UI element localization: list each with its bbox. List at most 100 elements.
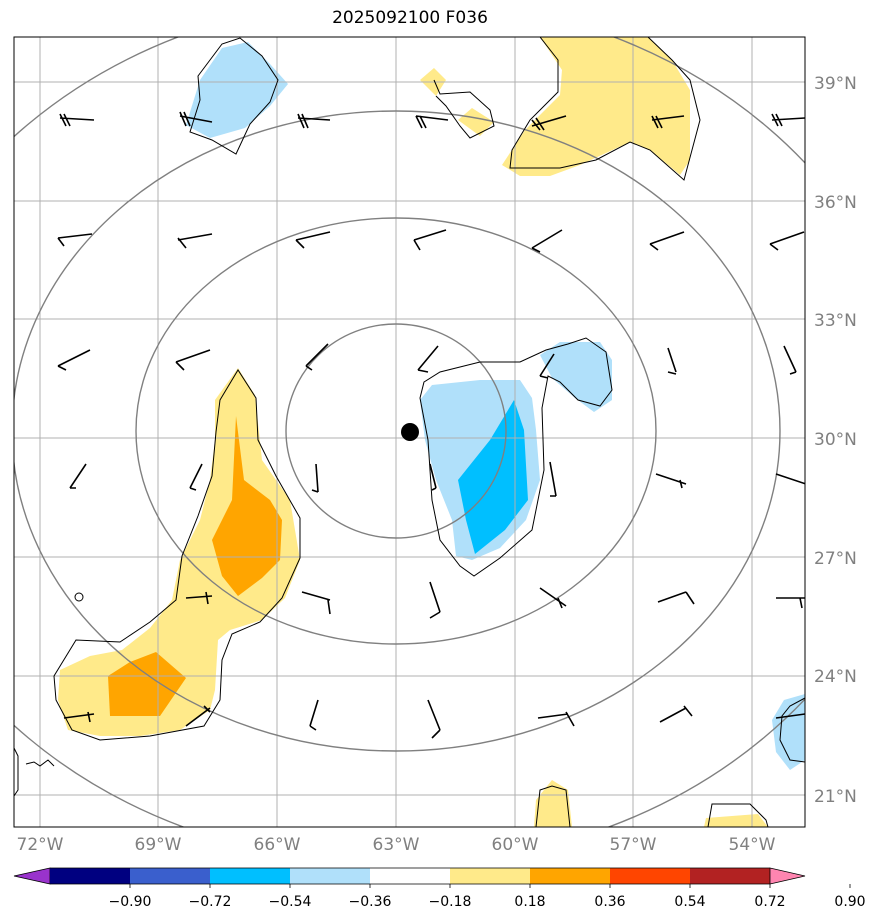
colorbar-segment: [210, 868, 290, 884]
latitude-labels: 21°N 24°N 27°N 30°N 33°N 36°N 39°N: [814, 74, 857, 807]
contour-line-small-north: [433, 79, 495, 139]
contour-line-east-edge: [779, 697, 805, 763]
range-ring-1: [285, 323, 507, 539]
wind-barb: [301, 591, 331, 615]
colorbar: −0.90 −0.72 −0.54 −0.36 −0.18 0.18 0.36 0.54 0.7…: [13, 867, 866, 910]
contour-line-north: [189, 37, 279, 155]
lat-label-30: 30°N: [814, 430, 857, 450]
wind-barb: [63, 711, 95, 723]
wind-barb: [311, 463, 319, 493]
lat-label-27: 27°N: [814, 549, 857, 569]
wind-barb: [655, 473, 687, 489]
colorbar-tick-label: −0.54: [269, 894, 312, 910]
small-island-marker: [74, 592, 84, 602]
lon-label-63w: 63°W: [373, 835, 420, 855]
wind-barb: [549, 461, 557, 497]
wind-barb: [177, 233, 213, 249]
colorbar-segment: [130, 868, 210, 884]
wind-barb: [415, 115, 449, 129]
wind-barb: [775, 713, 805, 719]
wind-barb: [657, 591, 695, 605]
wind-barb: [429, 581, 441, 619]
colorbar-segment: [450, 868, 530, 884]
wind-barb: [57, 349, 91, 371]
wind-barb: [309, 699, 319, 731]
colorbar-tick-label: 0.18: [514, 894, 545, 910]
colorbar-tick-label: 0.72: [754, 894, 785, 910]
lat-label-21: 21°N: [814, 787, 857, 807]
colorbar-tick-label: −0.18: [429, 894, 472, 910]
map-title: 2025092100 F036: [332, 8, 488, 28]
wind-barb: [651, 115, 685, 129]
wind-barb: [667, 347, 677, 375]
wind-barb: [175, 349, 211, 371]
positive-anomaly-area-southwest-core2: [108, 652, 186, 716]
contour-line-center: [419, 337, 613, 577]
wind-barb: [531, 229, 563, 253]
wind-barb: [179, 111, 213, 127]
wind-barb: [539, 353, 555, 379]
colorbar-tick-label: 0.54: [674, 894, 705, 910]
wind-barb: [776, 597, 805, 609]
wind-barb: [769, 231, 805, 251]
wind-barb: [185, 591, 213, 605]
colorbar-segment: [290, 868, 370, 884]
lon-label-60w: 60°W: [492, 835, 539, 855]
range-ring-layer: [14, 37, 805, 827]
wind-barb: [531, 115, 567, 131]
wind-barb: [413, 229, 447, 251]
small-island-squiggle: [25, 759, 55, 767]
wind-barb: [659, 705, 693, 723]
range-ring-2: [135, 217, 657, 645]
lon-label-69w: 69°W: [135, 835, 182, 855]
wind-barb: [185, 705, 211, 727]
wind-barb: [427, 699, 441, 739]
colorbar-segment: [530, 868, 610, 884]
storm-center-marker: [401, 423, 419, 441]
negative-anomaly-area-north: [186, 42, 288, 138]
contour-line-west-edge: [14, 747, 19, 797]
wind-barb: [539, 587, 567, 609]
positive-anomaly-area-northeast: [502, 37, 690, 176]
negative-anomaly-area-southeast: [772, 694, 805, 770]
wind-barb: [305, 343, 329, 371]
colorbar-outline: [50, 867, 770, 885]
longitude-labels: 72°W 69°W 66°W 63°W 60°W 57°W 54°W: [17, 835, 776, 855]
lat-label-33: 33°N: [814, 311, 857, 331]
lat-label-39: 39°N: [814, 74, 857, 94]
negative-anomaly-area-east: [540, 342, 612, 412]
positive-anomaly-area-southeast: [704, 814, 768, 827]
contour-line-southwest: [53, 369, 301, 741]
lon-label-72w: 72°W: [17, 835, 64, 855]
contour-line-northeast: [509, 37, 701, 181]
colorbar-tick-label: −0.36: [349, 894, 392, 910]
contour-line-southeast: [707, 803, 769, 827]
colorbar-segment: [50, 868, 130, 884]
wind-barb: [189, 463, 203, 491]
wind-barb: [429, 463, 437, 491]
wind-barb: [295, 231, 331, 249]
wind-barb: [537, 711, 575, 727]
colorbar-extend-max: [769, 867, 806, 885]
colorbar-extend-min: [13, 867, 51, 885]
wind-barb: [771, 113, 805, 127]
colorbar-segment: [690, 868, 770, 884]
wind-barb: [417, 345, 439, 373]
colorbar-segment: [370, 868, 450, 884]
wind-barb: [649, 231, 685, 251]
wind-barb: [57, 233, 93, 247]
lon-label-54w: 54°W: [729, 835, 776, 855]
lat-label-24: 24°N: [814, 667, 857, 687]
wind-barb: [783, 345, 797, 375]
wind-barb: [297, 113, 331, 129]
plot-frame: [13, 36, 806, 828]
colorbar-segment: [610, 868, 690, 884]
colorbar-tick-label: 0.36: [594, 894, 625, 910]
colorbar-tick-label: −0.90: [109, 894, 152, 910]
wind-barb: [775, 473, 805, 485]
coastline-layer: [14, 37, 805, 827]
lon-label-66w: 66°W: [254, 835, 301, 855]
positive-anomaly-area-south: [534, 780, 572, 827]
contour-line-south: [535, 785, 571, 827]
